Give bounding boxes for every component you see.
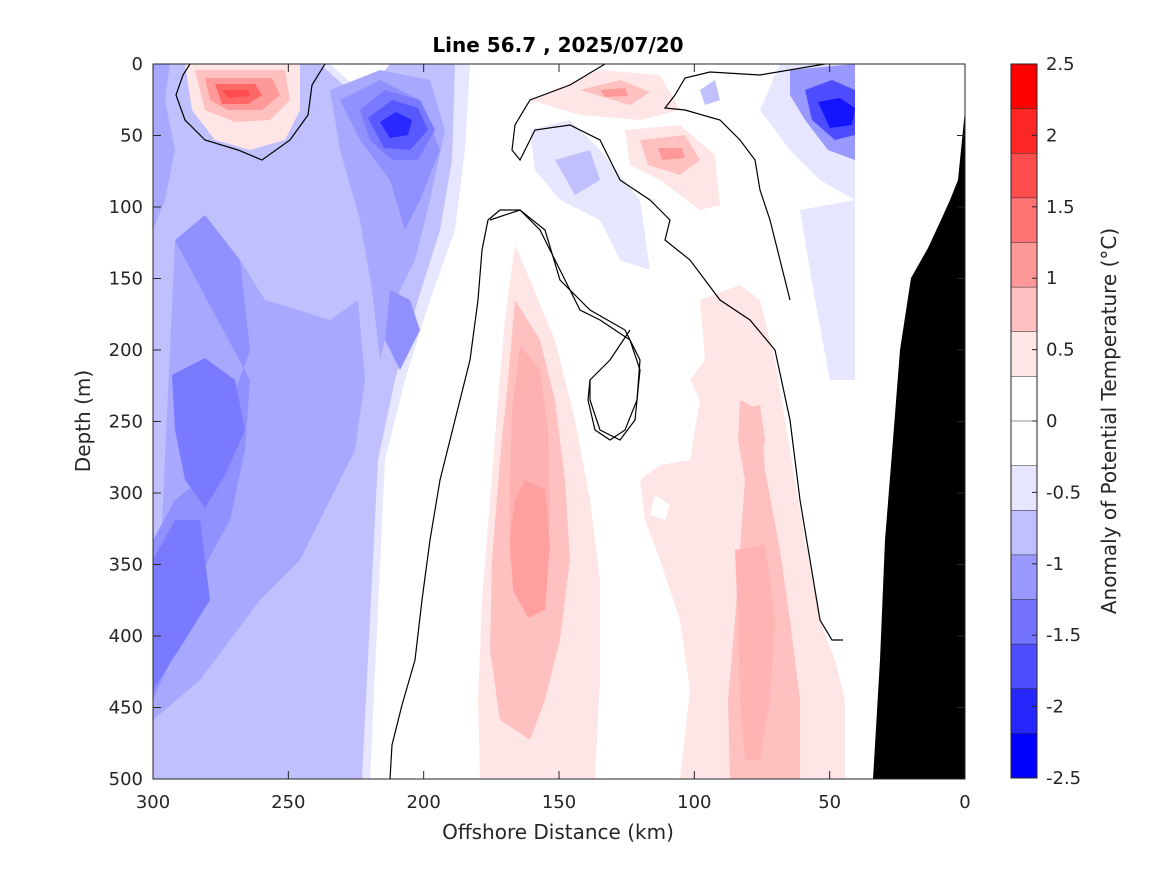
y-tick-label: 200 <box>109 340 143 361</box>
warm-tongue-160km-core <box>510 480 550 618</box>
y-tick-label: 100 <box>109 197 143 218</box>
x-tick-label: 250 <box>271 792 305 813</box>
colorbar <box>1011 64 1037 779</box>
y-tick-label: 450 <box>109 698 143 719</box>
colorbar-ticks: 2.5 2 1.5 1 0.5 0 -0.5 -1 -1.5 -2 -2.5 <box>1032 54 1081 789</box>
colorbar-tick-label: 2 <box>1046 125 1057 146</box>
mid-cold-patch <box>530 120 650 270</box>
warm-core-270km-max <box>222 90 250 98</box>
y-tick-label: 150 <box>109 269 143 290</box>
x-axis-ticks: 300 250 200 150 100 50 0 <box>136 64 971 813</box>
x-tick-label: 0 <box>959 792 970 813</box>
coastal-cold-peak <box>818 98 855 128</box>
y-tick-label: 0 <box>132 54 143 75</box>
y-tick-label: 250 <box>109 412 143 433</box>
colorbar-tick-label: -2.5 <box>1046 768 1081 789</box>
colorbar-swatch <box>1011 733 1037 779</box>
colorbar-tick-label: 2.5 <box>1046 54 1075 75</box>
colorbar-label: Anomaly of Potential Temperature (°C) <box>1097 228 1121 614</box>
colorbar-swatch <box>1011 153 1037 199</box>
colorbar-swatch <box>1011 64 1037 110</box>
colorbar-swatch <box>1011 421 1037 467</box>
colorbar-tick-label: -1 <box>1046 554 1064 575</box>
y-axis-label: Depth (m) <box>71 370 95 472</box>
zero-contour-coastal <box>511 64 843 641</box>
x-tick-label: 200 <box>406 792 440 813</box>
contour-band-minus-1.5 <box>153 90 435 690</box>
y-tick-label: 50 <box>120 126 143 147</box>
colorbar-swatch <box>1011 688 1037 734</box>
chart-title: Line 56.7 , 2025/07/20 <box>432 33 683 57</box>
colorbar-swatch <box>1011 108 1037 154</box>
colorbar-swatch <box>1011 287 1037 333</box>
zero-contour-warm-core <box>175 64 326 161</box>
x-axis-label: Offshore Distance (km) <box>442 820 674 844</box>
contour-field <box>153 64 965 779</box>
y-axis-ticks: 0 50 100 150 200 250 300 350 400 450 500 <box>109 54 965 790</box>
warm-core-108km-peak <box>658 148 685 160</box>
colorbar-tick-label: -2 <box>1046 697 1064 718</box>
mid-cold-patch-2 <box>555 150 600 195</box>
colorbar-tick-label: -1.5 <box>1046 625 1081 646</box>
colorbar-tick-label: 1 <box>1046 268 1057 289</box>
warm-core-130km-peak <box>600 88 628 97</box>
x-tick-label: 300 <box>136 792 170 813</box>
y-tick-label: 300 <box>109 483 143 504</box>
colorbar-swatch <box>1011 197 1037 243</box>
colorbar-tick-label: -0.5 <box>1046 482 1081 503</box>
y-tick-label: 500 <box>109 769 143 790</box>
colorbar-swatch <box>1011 554 1037 600</box>
mid-cold-patch-3 <box>700 80 720 105</box>
contour-band-minus-2 <box>380 112 412 138</box>
x-tick-label: 50 <box>818 792 841 813</box>
zero-contour-upper-right <box>663 64 826 301</box>
x-tick-label: 150 <box>542 792 576 813</box>
colorbar-swatch <box>1011 331 1037 377</box>
colorbar-swatch <box>1011 644 1037 690</box>
colorbar-swatch <box>1011 510 1037 556</box>
y-tick-label: 350 <box>109 555 143 576</box>
y-tick-label: 400 <box>109 626 143 647</box>
contour-band-minus-1 <box>153 64 445 720</box>
x-tick-label: 100 <box>677 792 711 813</box>
colorbar-tick-label: 0.5 <box>1046 340 1075 361</box>
colorbar-tick-label: 1.5 <box>1046 197 1075 218</box>
near-zero-gap <box>650 495 670 520</box>
colorbar-swatch <box>1011 599 1037 645</box>
zero-contour-inner <box>489 209 641 441</box>
colorbar-swatch <box>1011 242 1037 288</box>
colorbar-tick-label: 0 <box>1046 411 1057 432</box>
warm-tongue-80km-top <box>740 405 765 480</box>
warm-tongue-80km-core <box>735 545 775 760</box>
colorbar-swatch <box>1011 465 1037 511</box>
colorbar-swatch <box>1011 376 1037 422</box>
bathymetry-shelf <box>873 110 965 779</box>
